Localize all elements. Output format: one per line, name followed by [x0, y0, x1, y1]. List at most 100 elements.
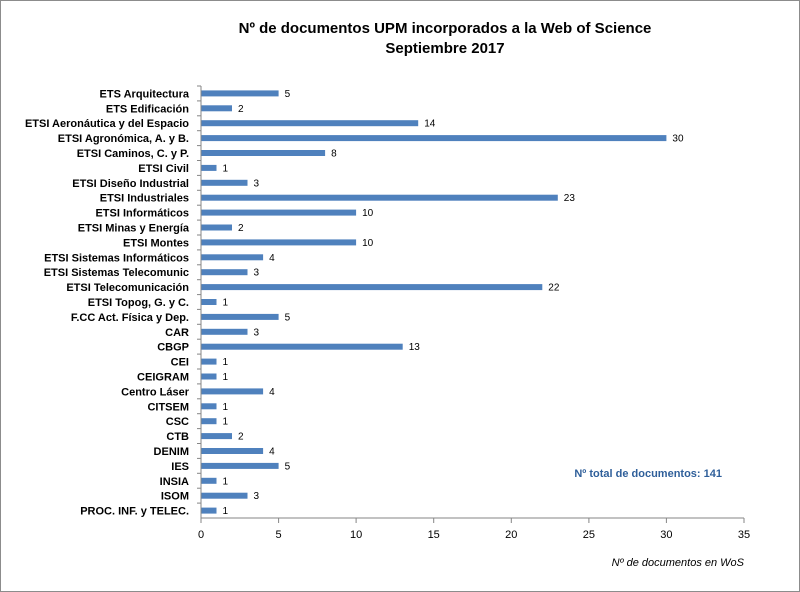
bar: [201, 269, 248, 276]
bar: [201, 194, 558, 201]
category-label: ETSI Diseño Industrial: [72, 178, 189, 190]
bar: [201, 492, 248, 499]
x-tick-label: 25: [583, 529, 595, 541]
data-label: 10: [362, 238, 374, 249]
category-label: ETSI Agronómica, A. y B.: [58, 133, 189, 145]
bar: [201, 462, 279, 469]
category-label: INSIA: [160, 476, 189, 488]
chart-title: Nº de documentos UPM incorporados a la W…: [238, 20, 652, 37]
bar: [201, 135, 667, 142]
category-label: ETS Arquitectura: [100, 88, 190, 100]
category-label: CTB: [166, 431, 189, 443]
x-tick-label: 30: [660, 529, 672, 541]
category-label: ETSI Sistemas Telecomunic: [44, 267, 189, 279]
data-label: 1: [223, 163, 229, 174]
bar: [201, 343, 403, 350]
data-label: 1: [223, 476, 229, 487]
data-label: 2: [238, 223, 244, 234]
category-label: CBGP: [157, 342, 189, 354]
data-label: 1: [223, 357, 229, 368]
data-label: 13: [409, 342, 421, 353]
data-label: 3: [254, 268, 260, 279]
data-label: 1: [223, 298, 229, 309]
bar: [201, 418, 217, 425]
category-label: ETS Edificación: [106, 103, 189, 115]
bar: [201, 313, 279, 320]
category-label: ETSI Sistemas Informáticos: [44, 252, 189, 264]
data-label: 4: [269, 447, 275, 458]
category-label: ETSI Informáticos: [95, 208, 189, 220]
category-label: CEIGRAM: [137, 372, 189, 384]
category-label: ETSI Civil: [138, 163, 189, 175]
bar: [201, 284, 543, 291]
category-label: ETSI Caminos, C. y P.: [77, 148, 189, 160]
chart-subtitle: Septiembre 2017: [385, 40, 505, 57]
category-label: ETSI Aeronáutica y del Espacio: [25, 118, 189, 130]
x-tick-label: 0: [198, 529, 204, 541]
data-label: 10: [362, 208, 374, 219]
x-tick-label: 35: [738, 529, 750, 541]
x-tick-label: 20: [505, 529, 517, 541]
data-label: 30: [672, 134, 684, 145]
data-label: 1: [223, 417, 229, 428]
category-label: CSC: [166, 416, 189, 428]
bar: [201, 254, 264, 261]
data-label: 5: [285, 312, 291, 323]
data-label: 1: [223, 372, 229, 383]
axes-layer: 0 5 10 15 20 25 30 35: [197, 85, 750, 541]
x-tick-label: 10: [350, 529, 362, 541]
data-label: 8: [331, 149, 337, 160]
category-label: Centro Láser: [121, 386, 190, 398]
data-label: 4: [269, 253, 275, 264]
bar: [201, 448, 264, 454]
data-label: 3: [254, 178, 260, 189]
bar: [201, 179, 248, 186]
category-label: ETSI Minas y Energía: [78, 223, 190, 235]
bar: [201, 403, 217, 410]
bar: [201, 433, 232, 440]
x-tick-label: 15: [428, 529, 440, 541]
data-label: 1: [223, 506, 229, 517]
category-label: CITSEM: [147, 401, 189, 413]
data-label: 22: [548, 283, 560, 294]
data-label: 1: [223, 402, 229, 413]
data-label: 3: [254, 327, 260, 338]
data-label: 3: [254, 491, 260, 502]
data-label: 2: [238, 104, 244, 115]
category-label: CAR: [165, 327, 189, 339]
category-label: PROC. INF. y TELEC.: [80, 506, 189, 518]
x-tick-label: 5: [276, 529, 282, 541]
total-annotation: Nº total de documentos: 141: [574, 468, 722, 480]
bar: [201, 358, 217, 365]
bar: [201, 164, 217, 171]
bar: [201, 90, 279, 97]
bar: [201, 150, 326, 156]
bar: [201, 120, 419, 127]
data-label: 5: [285, 89, 291, 100]
data-label: 5: [285, 461, 291, 472]
category-label: DENIM: [154, 446, 189, 458]
category-label: IES: [171, 461, 189, 473]
category-label: ETSI Montes: [123, 237, 189, 249]
data-label: 23: [564, 193, 576, 204]
bar: [201, 239, 357, 246]
category-label: ETSI Industriales: [100, 193, 189, 205]
bar: [201, 477, 217, 484]
bar: [201, 299, 217, 305]
bar: [201, 328, 248, 335]
category-label: ETSI Topog, G. y C.: [88, 297, 189, 309]
data-label: 14: [424, 119, 436, 130]
bar: [201, 105, 232, 112]
bar: [201, 209, 357, 216]
data-label: 4: [269, 387, 275, 398]
bar: [201, 388, 264, 395]
category-label: CEI: [171, 357, 189, 369]
bar: [201, 224, 232, 231]
category-label: ISOM: [161, 491, 189, 503]
category-label: F.CC Act. Física y Dep.: [71, 312, 189, 324]
data-label: 2: [238, 432, 244, 443]
bar: [201, 507, 217, 514]
category-label: ETSI Telecomunicación: [66, 282, 189, 294]
